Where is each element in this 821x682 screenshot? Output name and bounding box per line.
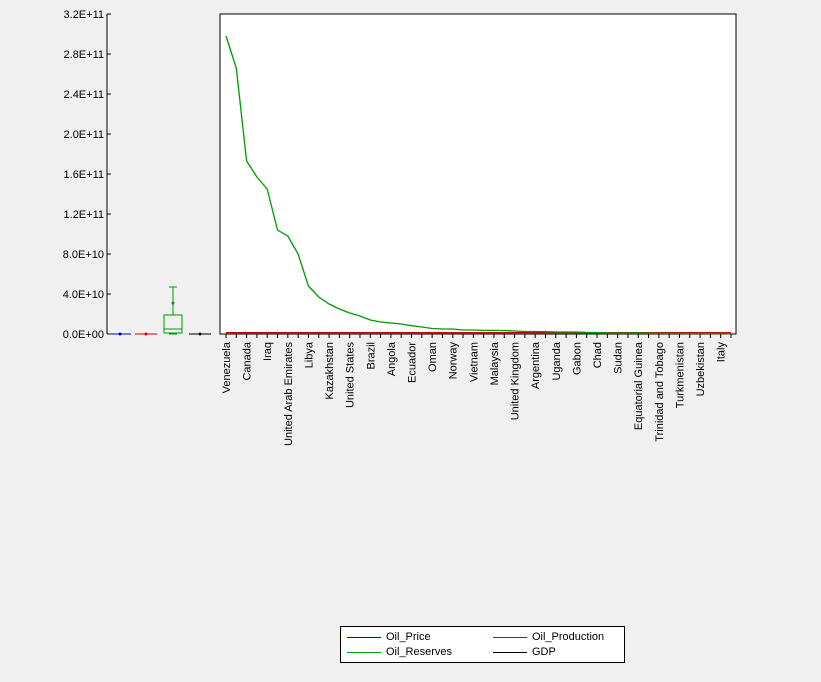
y-tick-label: 2.8E+11	[64, 49, 104, 61]
series-oil-reserves-line	[225, 35, 732, 335]
y-tick-label: 4.0E+10	[63, 289, 104, 301]
box-mean-dot	[171, 301, 175, 305]
line-x-axis: Venezuela Canada Iraq United Arab Emirates L…	[221, 334, 732, 446]
x-tick-label: Italy	[716, 342, 728, 363]
box-iqr	[163, 314, 183, 334]
legend: Oil_Price Oil_Production Oil_Reserves GD…	[340, 626, 625, 663]
x-tick-label: Brazil	[365, 342, 377, 370]
x-tick-label: Oman	[427, 342, 439, 372]
boxplot-y-axis: 0.0E+00 4.0E+10 8.0E+10 1.2E+11 1.6E+11 2.0E+…	[63, 9, 111, 341]
x-tick-label: Trinidad and Tobago	[654, 342, 666, 442]
y-tick-label: 3.2E+11	[64, 9, 104, 21]
x-tick-label: Vietnam	[468, 342, 480, 382]
x-tick-label: Ecuador	[407, 342, 419, 383]
line-marks	[225, 35, 732, 335]
y-tick-label: 1.2E+11	[64, 209, 104, 221]
y-tick-label: 2.4E+11	[64, 89, 104, 101]
legend-label-gdp: GDP	[532, 646, 556, 658]
x-tick-label: Angola	[386, 341, 398, 376]
legend-item-oil-reserves: Oil_Reserves	[347, 645, 452, 659]
box-mean-dot	[118, 332, 122, 336]
y-tick-label: 8.0E+10	[63, 249, 104, 261]
x-tick-label: Libya	[303, 341, 315, 368]
legend-item-oil-price: Oil_Price	[347, 630, 431, 644]
x-tick-label: Iraq	[262, 342, 274, 361]
x-tick-label: Malaysia	[489, 341, 501, 385]
x-tick-label: Canada	[242, 341, 254, 380]
x-tick-label: United Arab Emirates	[283, 342, 295, 446]
legend-swatch-gdp	[493, 651, 527, 653]
legend-item-oil-production: Oil_Production	[493, 630, 604, 644]
x-tick-label: Uzbekistan	[695, 342, 707, 396]
x-tick-label: Venezuela	[221, 341, 233, 393]
y-tick-label: 1.6E+11	[64, 169, 104, 181]
legend-swatch-oil-reserves	[347, 651, 381, 653]
x-tick-label: Argentina	[530, 341, 542, 389]
legend-label-oil-reserves: Oil_Reserves	[386, 646, 453, 658]
boxplot-marks	[109, 286, 211, 336]
x-tick-label: United Kingdom	[510, 342, 522, 420]
x-tick-label: Uganda	[551, 341, 563, 380]
x-tick-label: United States	[345, 342, 357, 409]
line-plot-frame	[219, 13, 737, 335]
legend-swatch-oil-production	[493, 636, 527, 638]
x-tick-label: Turkmenistan	[674, 342, 686, 408]
y-tick-label: 2.0E+11	[64, 129, 104, 141]
legend-swatch-oil-price	[347, 636, 381, 638]
x-tick-label: Equatorial Guinea	[633, 341, 645, 430]
box-mean-dot	[144, 332, 148, 336]
box-mean-dot	[198, 332, 202, 336]
x-tick-label: Norway	[448, 342, 460, 380]
legend-label-oil-price: Oil_Price	[386, 631, 431, 643]
legend-label-oil-production: Oil_Production	[532, 631, 605, 643]
x-tick-label: Kazakhstan	[324, 342, 336, 399]
x-tick-label: Gabon	[571, 342, 583, 375]
x-tick-label: Chad	[592, 342, 604, 368]
x-tick-label: Sudan	[613, 342, 625, 374]
y-tick-label: 0.0E+00	[63, 329, 104, 341]
legend-item-gdp: GDP	[493, 645, 556, 659]
